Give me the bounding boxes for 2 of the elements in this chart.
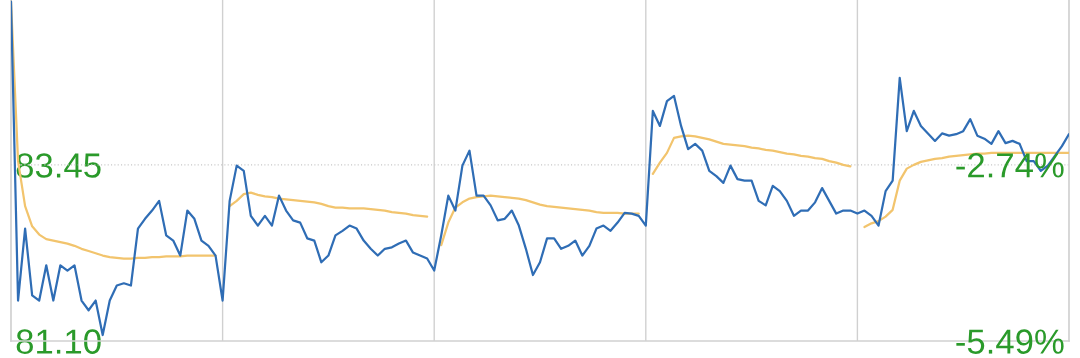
y-tick-label: 81.10 (16, 329, 101, 354)
y2-tick-label: -5.49% (956, 329, 1064, 354)
